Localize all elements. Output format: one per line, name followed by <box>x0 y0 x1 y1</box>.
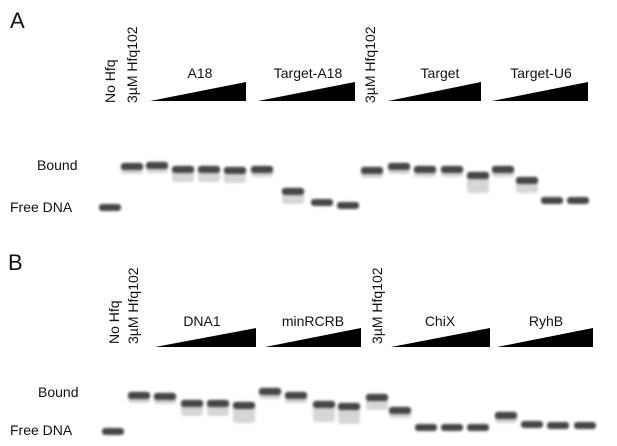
group-label: Target-U6 <box>510 65 572 81</box>
band <box>547 422 569 429</box>
band <box>121 163 143 170</box>
panel-label: B <box>8 250 23 275</box>
band <box>441 166 463 173</box>
band <box>233 402 255 409</box>
band <box>516 177 538 184</box>
group-label: minRCRB <box>282 313 344 329</box>
band <box>567 197 589 204</box>
band-label: Bound <box>38 384 78 400</box>
wedge <box>391 328 490 347</box>
band <box>415 424 437 431</box>
panel-label: A <box>10 8 25 33</box>
band <box>224 167 246 174</box>
band <box>154 393 176 400</box>
wedge <box>155 328 256 347</box>
band <box>181 400 203 407</box>
band <box>259 388 281 395</box>
band <box>172 166 194 173</box>
band <box>311 199 333 206</box>
band <box>313 401 335 408</box>
band <box>541 197 563 204</box>
band <box>285 392 307 399</box>
band <box>282 188 304 195</box>
group-label: ChiX <box>425 313 456 329</box>
group-label: RyhB <box>529 313 563 329</box>
lane-label: 3µM Hfq102 <box>362 26 378 103</box>
lane-label: 3µM Hfq102 <box>124 26 140 103</box>
band <box>337 202 359 209</box>
gel <box>99 162 596 435</box>
wedge <box>497 328 593 347</box>
wedge <box>150 82 246 101</box>
lane-label: No Hfq <box>102 59 118 103</box>
band <box>495 412 517 419</box>
band-label: Free DNA <box>10 422 73 438</box>
group-label: Target <box>421 65 460 81</box>
band <box>251 166 273 173</box>
band <box>521 421 543 428</box>
band <box>102 428 124 435</box>
band <box>99 204 121 211</box>
band <box>128 392 150 399</box>
band <box>574 422 596 429</box>
group-label: Target-A18 <box>274 65 343 81</box>
wedge <box>258 82 355 101</box>
band <box>389 407 411 414</box>
lane-label: 3µM Hfq102 <box>125 267 141 344</box>
wedge <box>265 328 361 347</box>
lane-label: 3µM Hfq102 <box>369 267 385 344</box>
band <box>198 166 220 173</box>
band <box>414 166 436 173</box>
band <box>338 403 360 410</box>
band <box>146 162 168 169</box>
group-label: A18 <box>188 65 213 81</box>
band <box>492 166 514 173</box>
band-label: Free DNA <box>10 199 73 215</box>
band <box>388 163 410 170</box>
band <box>366 394 388 401</box>
band <box>467 424 489 431</box>
wedge <box>492 82 588 101</box>
wedge <box>388 82 481 101</box>
lane-label: No Hfq <box>106 300 122 344</box>
band <box>467 172 489 179</box>
band <box>441 424 463 431</box>
band <box>361 167 383 174</box>
band <box>207 400 229 407</box>
band-label: Bound <box>37 157 77 173</box>
group-label: DNA1 <box>183 313 221 329</box>
